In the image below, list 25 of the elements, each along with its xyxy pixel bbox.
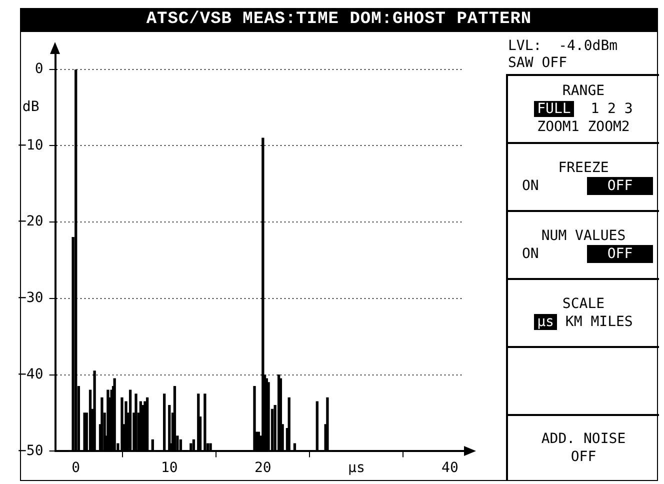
text: KM MILES: [565, 314, 633, 330]
text: 1 2 3: [590, 101, 633, 117]
text: SAW OFF: [508, 55, 568, 72]
text: ADD. NOISE: [540, 430, 627, 448]
text: ZOOM1 ZOOM2: [536, 118, 631, 136]
text: RANGE: [561, 82, 606, 100]
x-tick-label: µs: [348, 460, 365, 476]
chart-title: ATSC/VSB MEAS:TIME DOM:GHOST PATTERN: [20, 8, 658, 32]
x-tick-label: 40: [442, 460, 458, 476]
text: OFF: [587, 177, 653, 195]
text: FREEZE: [557, 159, 610, 177]
text: SCALE: [561, 295, 606, 313]
text: LVL: -4.0dBm: [508, 38, 618, 55]
x-tick-label: 20: [254, 460, 272, 476]
text: NUM VALUES: [540, 227, 627, 245]
text: OFF: [570, 448, 598, 466]
y-tick-label: 0: [34, 60, 44, 77]
text: ON: [522, 245, 539, 263]
text: ON: [522, 177, 539, 195]
text: OFF: [587, 245, 653, 263]
x-tick-label: 0: [72, 460, 80, 476]
x-tick-label: 10: [160, 460, 178, 476]
text: µs: [534, 314, 557, 330]
y-axis-title: dB: [22, 99, 40, 116]
text: FULL: [534, 101, 574, 117]
